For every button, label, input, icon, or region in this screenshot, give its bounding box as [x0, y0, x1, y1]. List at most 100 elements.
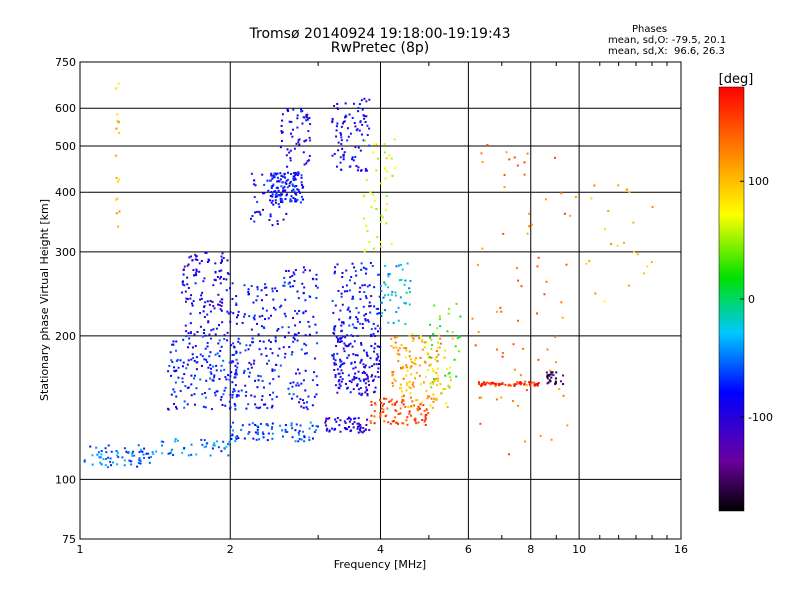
scatter-point — [432, 400, 435, 403]
scatter-point — [196, 258, 199, 261]
scatter-point — [341, 147, 344, 150]
scatter-point — [292, 340, 295, 343]
scatter-point — [343, 342, 346, 345]
scatter-point — [174, 349, 177, 352]
scatter-point — [417, 421, 420, 424]
scatter-point — [209, 364, 212, 367]
scatter-point — [269, 194, 272, 197]
scatter-point — [142, 453, 145, 456]
y-tick-label: 200 — [55, 330, 76, 343]
phases-heading: Phases — [632, 24, 668, 35]
scatter-point — [437, 377, 440, 380]
scatter-point — [107, 444, 110, 447]
scatter-point — [385, 208, 388, 211]
scatter-point — [392, 346, 395, 349]
scatter-point — [418, 374, 421, 377]
scatter-point — [272, 391, 275, 394]
scatter-point — [188, 337, 191, 340]
scatter-point — [225, 378, 228, 381]
scatter-point — [390, 242, 393, 245]
scatter-point — [356, 169, 359, 172]
scatter-point — [186, 276, 189, 279]
scatter-point — [256, 295, 259, 298]
scatter-point — [398, 347, 401, 350]
scatter-point — [343, 290, 346, 293]
scatter-point — [316, 384, 319, 387]
scatter-point — [387, 293, 390, 296]
chart-title-line2: RwPretec (8p) — [330, 40, 430, 56]
scatter-point — [378, 359, 381, 362]
scatter-point — [340, 168, 343, 171]
scatter-point — [363, 250, 366, 253]
scatter-point — [350, 381, 353, 384]
scatter-point — [348, 317, 351, 320]
scatter-point — [390, 344, 393, 347]
scatter-point — [354, 125, 357, 128]
scatter-point — [623, 241, 626, 244]
scatter-point — [315, 331, 318, 334]
scatter-point — [256, 210, 259, 213]
scatter-point — [405, 364, 408, 367]
scatter-point — [304, 352, 307, 355]
scatter-point — [414, 419, 417, 422]
y-tick-label: 100 — [55, 473, 76, 486]
scatter-point — [281, 113, 284, 116]
scatter-point — [223, 389, 226, 392]
scatter-point — [293, 178, 296, 181]
scatter-point — [338, 372, 341, 375]
scatter-point — [286, 193, 289, 196]
scatter-point — [179, 389, 182, 392]
scatter-point — [297, 297, 300, 300]
scatter-point — [481, 160, 484, 163]
scatter-point — [271, 352, 274, 355]
scatter-point — [281, 435, 284, 438]
scatter-point — [444, 374, 447, 377]
scatter-point — [172, 340, 175, 343]
scatter-point — [184, 324, 187, 327]
scatter-point — [132, 450, 135, 453]
scatter-point — [194, 272, 197, 275]
scatter-point — [198, 262, 201, 265]
scatter-point — [396, 352, 399, 355]
scatter-point — [250, 366, 253, 369]
scatter-point — [331, 299, 334, 302]
scatter-point — [397, 349, 400, 352]
scatter-point — [438, 318, 441, 321]
scatter-point — [347, 374, 350, 377]
scatter-point — [187, 332, 190, 335]
scatter-point — [498, 383, 501, 386]
scatter-point — [104, 447, 107, 450]
scatter-point — [127, 451, 130, 454]
scatter-point — [261, 379, 264, 382]
scatter-point — [174, 440, 177, 443]
scatter-point — [97, 451, 100, 454]
scatter-point — [409, 358, 412, 361]
scatter-point — [295, 333, 298, 336]
scatter-point — [272, 306, 275, 309]
scatter-point — [293, 171, 296, 174]
scatter-point — [190, 374, 193, 377]
scatter-point — [478, 383, 481, 386]
scatter-point — [214, 270, 217, 273]
scatter-point — [325, 424, 328, 427]
scatter-point — [300, 110, 303, 113]
scatter-point — [371, 374, 374, 377]
scatter-point — [391, 290, 394, 293]
scatter-point — [231, 434, 234, 437]
scatter-point — [428, 364, 431, 367]
scatter-point — [298, 430, 301, 433]
scatter-point — [367, 380, 370, 383]
scatter-point — [289, 285, 292, 288]
scatter-point — [431, 367, 434, 370]
scatter-point — [429, 336, 432, 339]
scatter-point — [394, 341, 397, 344]
scatter-point — [361, 431, 364, 434]
scatter-point — [204, 334, 207, 337]
scatter-point — [231, 393, 234, 396]
scatter-point — [293, 147, 296, 150]
scatter-point — [248, 431, 251, 434]
scatter-point — [408, 412, 411, 415]
scatter-point — [364, 295, 367, 298]
scatter-point — [297, 141, 300, 144]
scatter-point — [228, 440, 231, 443]
